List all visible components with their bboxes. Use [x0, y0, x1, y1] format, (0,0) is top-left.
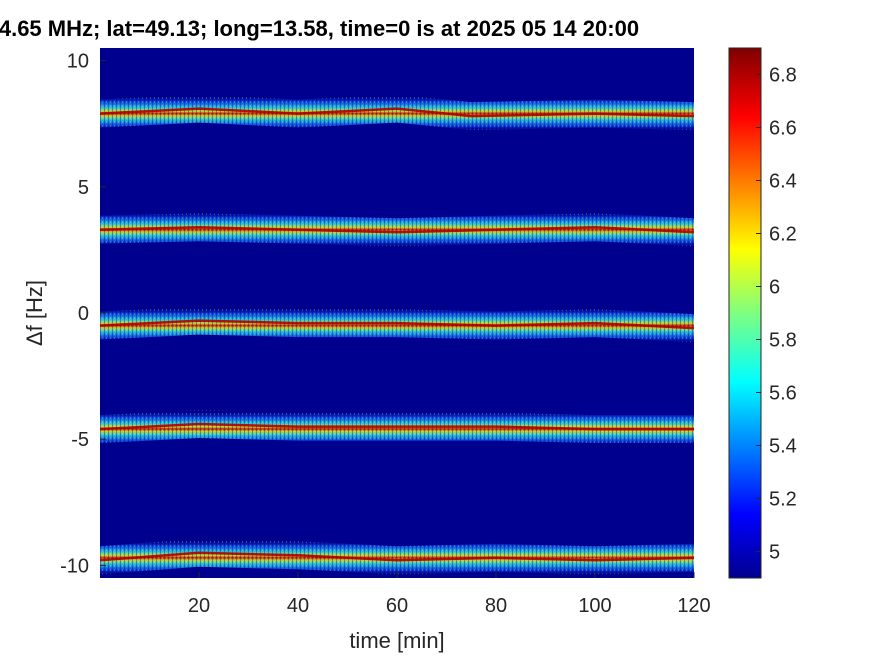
colorbar-tick-label: 5.6 — [769, 383, 797, 405]
colorbar-tick-label: 6.8 — [769, 65, 797, 87]
signal-band — [100, 94, 694, 131]
signal-band — [100, 306, 694, 343]
x-tick-label: 40 — [287, 595, 309, 617]
colorbar-tick-label: 6.6 — [769, 118, 797, 140]
colorbar-tick-label: 6.4 — [769, 171, 797, 193]
colorbar-tick-label: 6 — [769, 277, 780, 299]
signal-band — [100, 213, 694, 247]
colorbar-tick-label: 5.8 — [769, 330, 797, 352]
x-tick-label: 120 — [677, 595, 710, 617]
x-axis: 20 40 60 80 100 120 — [188, 572, 711, 617]
x-tick-label: 60 — [386, 595, 408, 617]
y-axis: 10 5 0 -5 -10 — [60, 51, 106, 577]
signal-band — [100, 538, 694, 575]
signal-bands — [100, 94, 694, 575]
colorbar — [728, 47, 762, 579]
y-tick-label: 5 — [78, 177, 89, 199]
x-tick-label: 20 — [188, 595, 210, 617]
colorbar-tick-label: 5 — [769, 542, 780, 564]
colorbar-tick-label: 6.2 — [769, 224, 797, 246]
x-axis-label: time [min] — [349, 628, 444, 653]
y-tick-label: 0 — [78, 303, 89, 325]
signal-band — [100, 410, 694, 444]
colorbar-tick-label: 5.4 — [769, 436, 797, 458]
colorbar-tick-label: 5.2 — [769, 489, 797, 511]
colorbar-ticks: 6.8 6.6 6.4 6.2 6 5.8 5.6 5.4 5.2 5 — [756, 65, 797, 564]
x-tick-label: 80 — [485, 595, 507, 617]
chart-title: =4.65 MHz; lat=49.13; long=13.58, time=0… — [0, 16, 640, 41]
y-tick-label: -5 — [71, 429, 89, 451]
y-tick-label: 10 — [67, 51, 89, 73]
y-axis-label: Δf [Hz] — [22, 280, 47, 346]
x-tick-label: 100 — [578, 595, 611, 617]
y-tick-label: -10 — [60, 555, 89, 577]
